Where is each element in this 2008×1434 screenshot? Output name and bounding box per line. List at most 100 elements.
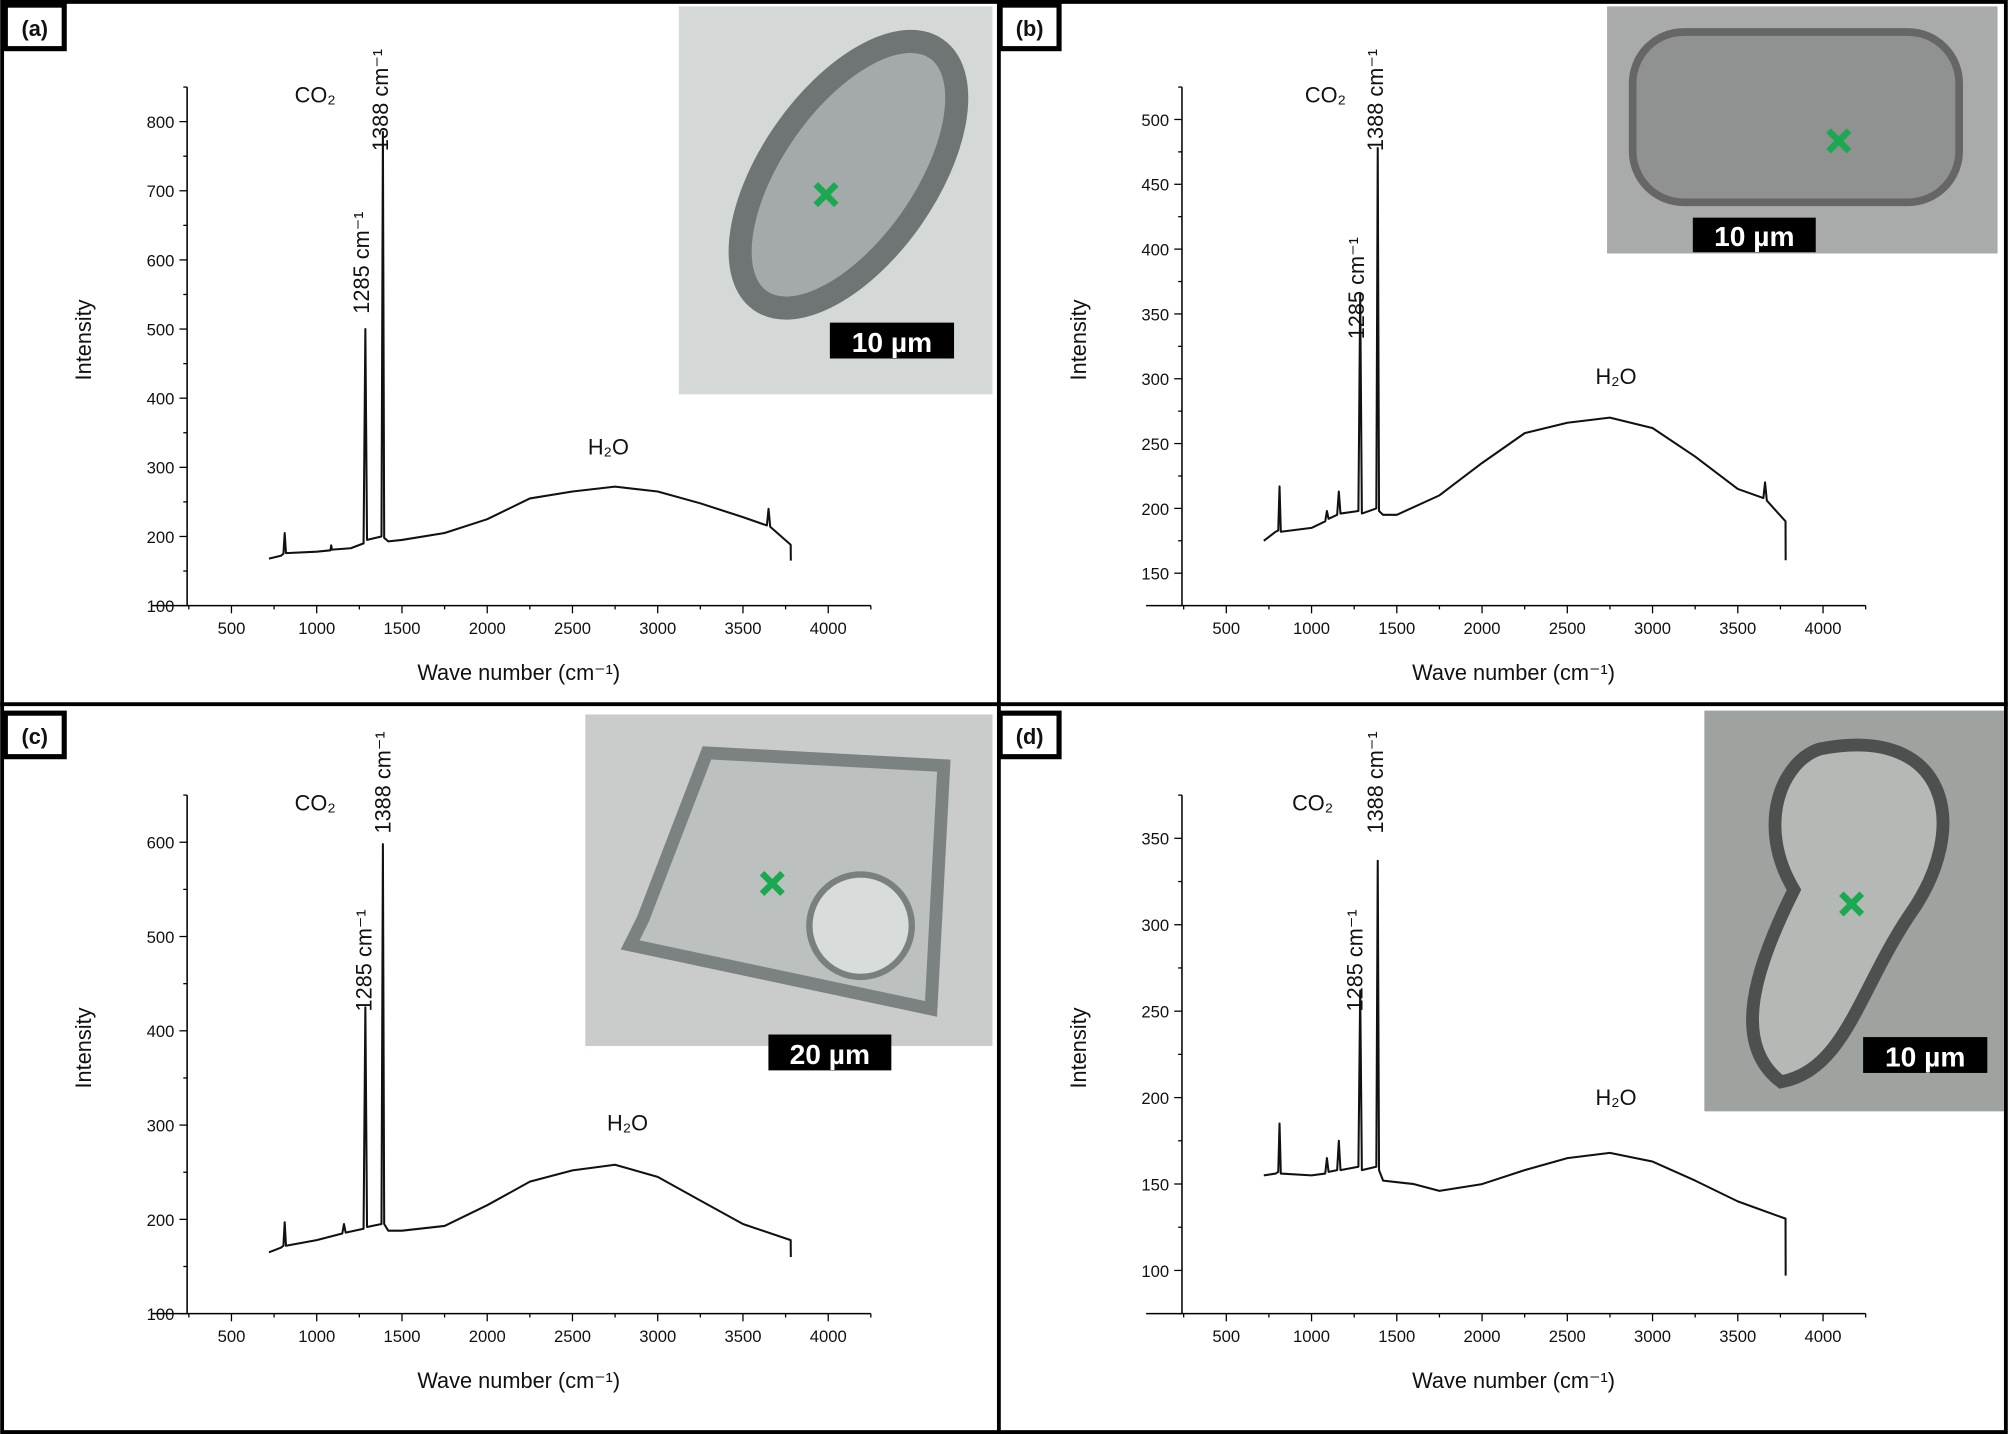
peak-1285-annotation: 1285 cm⁻¹ — [349, 212, 374, 314]
x-tick-label: 500 — [1212, 619, 1240, 638]
raman-spectrum-line — [1263, 859, 1787, 1276]
x-tick-label: 1500 — [383, 619, 420, 638]
y-tick-label: 300 — [1141, 370, 1169, 389]
x-tick-label: 1500 — [1378, 1327, 1415, 1346]
x-axis-label: Wave number (cm⁻¹) — [417, 660, 620, 685]
x-tick-label: 3000 — [639, 1327, 676, 1346]
raman-spectrum-line — [1263, 146, 1787, 561]
x-tick-label: 4000 — [810, 619, 847, 638]
x-tick-label: 1000 — [298, 1327, 335, 1346]
peak-1285-annotation: 1285 cm⁻¹ — [352, 909, 377, 1011]
x-tick-label: 1000 — [1293, 619, 1330, 638]
y-tick-label: 300 — [147, 1116, 175, 1135]
x-tick-label: 2000 — [469, 619, 506, 638]
x-tick-label: 2000 — [1464, 1327, 1501, 1346]
x-tick-label: 500 — [218, 1327, 246, 1346]
analysis-point-marker — [759, 870, 785, 896]
scale-bar-label: 20 µm — [790, 1039, 870, 1070]
scale-bar-box — [768, 1034, 892, 1071]
peak-1285-annotation: 1285 cm⁻¹ — [1343, 909, 1368, 1011]
x-tick-label: 3500 — [1719, 1327, 1756, 1346]
y-tick-label: 200 — [1141, 500, 1169, 519]
x-tick-label: 1500 — [383, 1327, 420, 1346]
inclusion-photo: 20 µm — [585, 714, 993, 1071]
y-axis-label: Intensity — [71, 1007, 96, 1088]
panel-a: (a) 10 µm 500 1000 1500 2000 2500 3000 3500 4000 1… — [2, 2, 993, 685]
x-tick-label: 4000 — [1805, 1327, 1842, 1346]
peak-1388-annotation: 1388 cm⁻¹ — [1363, 731, 1388, 833]
x-tick-label: 3000 — [1634, 619, 1671, 638]
y-tick-label: 150 — [1141, 1175, 1169, 1194]
panel-label: (d) — [1016, 724, 1044, 749]
co2-annotation: CO₂ — [1292, 790, 1333, 815]
panel-label-box — [2, 2, 67, 52]
peak-1285-annotation: 1285 cm⁻¹ — [1344, 237, 1369, 339]
h2o-annotation: H₂O — [607, 1111, 648, 1136]
x-tick-label: 1000 — [1293, 1327, 1330, 1346]
x-axis-label: Wave number (cm⁻¹) — [1412, 1368, 1615, 1393]
panel-label-box — [2, 710, 67, 760]
analysis-point-marker — [813, 182, 839, 208]
y-tick-label: 500 — [147, 320, 175, 339]
x-tick-label: 3500 — [724, 1327, 761, 1346]
y-tick-label: 250 — [1141, 1003, 1169, 1022]
co2-annotation: CO₂ — [295, 790, 336, 815]
x-tick-label: 4000 — [810, 1327, 847, 1346]
y-tick-label: 800 — [147, 113, 175, 132]
y-tick-label: 350 — [1141, 305, 1169, 324]
x-tick-label: 500 — [218, 619, 246, 638]
panel-c: (c) 20 µm 500 1000 1500 2000 2500 3000 3500 4000 1… — [2, 710, 993, 1393]
x-tick-label: 2000 — [1464, 619, 1501, 638]
inclusion-photo: 10 µm — [1704, 710, 2004, 1112]
panel-b: (b) 10 µm 500 1000 1500 2000 2500 3000 3500 4000 1… — [997, 2, 1998, 685]
x-tick-label: 2500 — [554, 1327, 591, 1346]
panel-label: (b) — [1016, 16, 1044, 41]
x-tick-label: 1500 — [1378, 619, 1415, 638]
y-tick-label: 100 — [1141, 1262, 1169, 1281]
x-tick-label: 1000 — [298, 619, 335, 638]
panel-label: (c) — [21, 724, 48, 749]
y-tick-label: 250 — [1141, 435, 1169, 454]
y-tick-label: 500 — [147, 928, 175, 947]
x-tick-label: 2000 — [469, 1327, 506, 1346]
analysis-point-marker — [1839, 891, 1865, 917]
peak-1388-annotation: 1388 cm⁻¹ — [368, 49, 393, 151]
inclusion-shape — [1628, 28, 1963, 207]
peak-1388-annotation: 1388 cm⁻¹ — [1363, 49, 1388, 151]
x-axis-label: Wave number (cm⁻¹) — [417, 1368, 620, 1393]
scale-bar-label: 10 µm — [852, 327, 932, 358]
x-axis-label: Wave number (cm⁻¹) — [1412, 660, 1615, 685]
co2-annotation: CO₂ — [1305, 82, 1346, 107]
panel-label-box — [997, 2, 1062, 52]
panel-label: (a) — [21, 16, 48, 41]
scale-bar-label: 10 µm — [1714, 221, 1794, 252]
vapour-bubble — [806, 871, 916, 981]
scale-bar-label: 10 µm — [1885, 1042, 1965, 1073]
scale-bar-box — [1692, 217, 1816, 253]
analysis-point-marker — [1826, 128, 1852, 154]
y-tick-label: 200 — [147, 1211, 175, 1230]
y-axis-label: Intensity — [1066, 299, 1091, 380]
y-tick-label: 450 — [1141, 176, 1169, 195]
inclusion-photo: 10 µm — [678, 6, 993, 395]
x-tick-label: 2500 — [554, 619, 591, 638]
y-tick-label: 150 — [1141, 565, 1169, 584]
y-tick-label: 400 — [147, 1022, 175, 1041]
y-tick-label: 100 — [147, 1305, 175, 1324]
h2o-annotation: H₂O — [1595, 364, 1636, 389]
inclusion-shape — [1746, 738, 1950, 1089]
y-axis-label: Intensity — [71, 299, 96, 380]
y-tick-label: 400 — [147, 390, 175, 409]
h2o-annotation: H₂O — [588, 435, 629, 460]
y-tick-label: 200 — [147, 528, 175, 547]
y-tick-label: 300 — [1141, 916, 1169, 935]
panel-label-box — [997, 710, 1062, 760]
y-tick-label: 350 — [1141, 830, 1169, 849]
y-tick-label: 600 — [147, 834, 175, 853]
scale-bar-box — [1863, 1037, 1988, 1073]
x-tick-label: 2500 — [1549, 619, 1586, 638]
y-tick-label: 600 — [147, 251, 175, 270]
inclusion-photo: 10 µm — [1607, 6, 1998, 254]
y-tick-label: 400 — [1141, 241, 1169, 260]
